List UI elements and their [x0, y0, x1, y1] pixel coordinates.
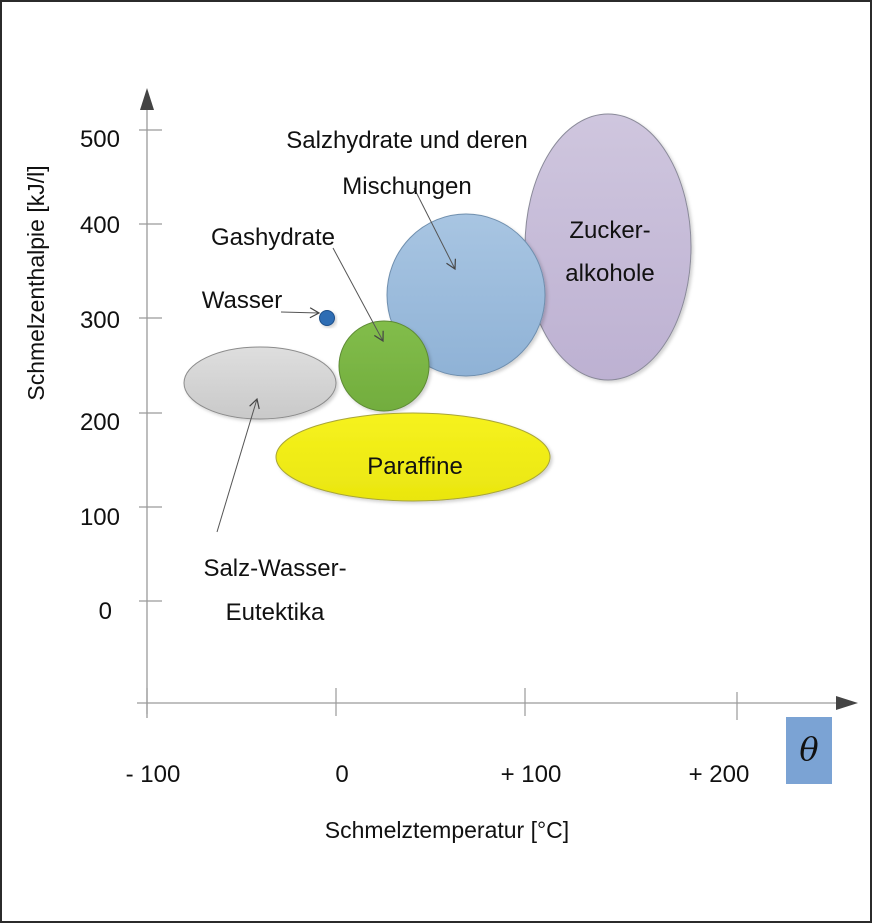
gashydrate-ellipse [338, 320, 430, 412]
x-axis-title: Schmelztemperatur [°C] [325, 817, 569, 843]
y-tick-200: 200 [80, 409, 120, 436]
eutektika-label-line1: Salz-Wasser- [203, 555, 346, 582]
gashydrate-arrow-icon [332, 247, 384, 343]
wasser-arrow-icon [280, 307, 321, 319]
y-tick-100: 100 [80, 504, 120, 531]
zucker-label-line1: Zucker- [569, 217, 650, 244]
salzhydrate-ellipse [386, 213, 546, 377]
salzhydrate-arrow-icon [413, 187, 456, 271]
x-tick-plus-200: + 200 [689, 761, 750, 788]
x-axis [137, 688, 858, 720]
eutektika-arrow-icon [216, 397, 260, 533]
y-tick-300: 300 [80, 307, 120, 334]
y-axis-title: Schmelzenthalpie [kJ/l] [23, 165, 49, 400]
y-tick-labels: 500 400 300 200 100 0 [80, 126, 120, 625]
zucker-label-line2: alkohole [565, 260, 654, 287]
x-tick-0: 0 [335, 761, 348, 788]
theta-symbol-box: θ [786, 717, 832, 784]
theta-symbol: θ [799, 730, 818, 768]
eutektika-ellipse [183, 346, 337, 420]
x-axis-arrow-icon [836, 696, 858, 710]
salzhydrate-label-line1: Salzhydrate und deren [286, 127, 528, 154]
eutektika-label-line2: Eutektika [226, 599, 325, 626]
paraffine-label: Paraffine [367, 453, 463, 480]
zuckeralkohole-ellipse [524, 113, 692, 381]
y-tick-0: 0 [99, 598, 112, 625]
paraffine-ellipse [275, 412, 551, 502]
wasser-label: Wasser [202, 287, 282, 314]
wasser-dot [319, 310, 335, 326]
salzhydrate-label-line2: Mischungen [342, 173, 471, 200]
y-axis-arrow-icon [140, 88, 154, 110]
y-tick-400: 400 [80, 212, 120, 239]
gashydrate-label: Gashydrate [211, 224, 335, 251]
x-tick-labels: - 100 0 + 100 + 200 [126, 761, 750, 788]
x-tick-plus-100: + 100 [501, 761, 562, 788]
x-tick-minus-100: - 100 [126, 761, 181, 788]
y-axis [139, 88, 162, 718]
y-tick-500: 500 [80, 126, 120, 153]
